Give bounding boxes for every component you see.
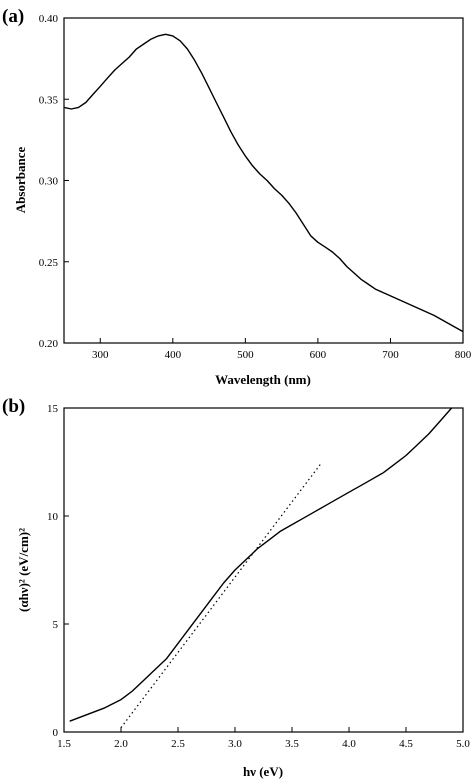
- panel-b-x-tick-label: 2.5: [171, 738, 185, 750]
- panel-b-x-tick-label: 2.0: [114, 738, 128, 750]
- panel-b-label: (b): [2, 396, 25, 417]
- panel-b-x-tick-label: 4.0: [342, 738, 356, 750]
- panel-b-fit-line: [120, 463, 321, 729]
- panel-a-y-tick-label: 0.25: [39, 257, 59, 269]
- panel-a-x-tick-label: 500: [237, 349, 254, 361]
- panel-b-plot-frame: [63, 407, 464, 733]
- panel-a-y-tick-label: 0.30: [39, 176, 59, 188]
- panel-a: (a) 300 400 500 600 700 800 0.200.250.300.350…: [2, 6, 472, 387]
- panel-a-x-ticks: 300 400 500 600 700 800: [92, 338, 472, 361]
- panel-b-y-tick-label: 15: [47, 403, 59, 415]
- panel-a-y-tick-label: 0.20: [39, 338, 59, 350]
- panel-a-plot-frame: [63, 17, 464, 344]
- panel-b-x-tick-label: 5.0: [456, 738, 470, 750]
- panel-b-y-tick-label: 5: [53, 619, 59, 631]
- panel-a-y-axis-label: Absorbance: [13, 147, 28, 214]
- panel-b-x-axis-label: hν (eV): [243, 764, 283, 779]
- panel-b-x-tick-label: 3.5: [285, 738, 299, 750]
- panel-b-x-ticks: 1.5 2.0 2.5 3.0 3.5 4.0 4.5 5.0: [57, 727, 470, 750]
- panel-b-y-tick-label: 0: [53, 727, 59, 739]
- panel-b-x-tick-label: 4.5: [399, 738, 413, 750]
- panel-a-x-tick-label: 400: [165, 349, 182, 361]
- panel-b-data-line: [69, 407, 453, 722]
- panel-a-x-tick-label: 600: [310, 349, 327, 361]
- panel-b-x-tick-label: 3.0: [228, 738, 242, 750]
- panel-b-y-axis-label: (αhν)² (eV/cm)²: [16, 528, 31, 612]
- panel-b: (b) 1.5 2.0 2.5 3.0 3.5 4.0 4.5 5.0 0 5 10 15 hν (…: [2, 396, 470, 779]
- panel-a-x-tick-label: 700: [382, 349, 399, 361]
- panel-a-x-tick-label: 800: [455, 349, 472, 361]
- panel-a-series: [63, 33, 464, 333]
- panel-a-data-line: [63, 33, 464, 333]
- panel-a-y-tick-label: 0.35: [39, 94, 59, 106]
- panel-a-x-tick-label: 300: [92, 349, 109, 361]
- panel-a-y-tick-label: 0.40: [39, 13, 59, 25]
- panel-b-y-ticks: 0 5 10 15: [47, 403, 69, 739]
- panel-a-label: (a): [2, 6, 24, 27]
- panel-b-series: [69, 407, 453, 729]
- panel-b-x-tick-label: 1.5: [57, 738, 71, 750]
- panel-a-x-axis-label: Wavelength (nm): [215, 372, 311, 387]
- panel-b-y-tick-label: 10: [47, 511, 59, 523]
- panel-a-y-ticks: 0.20 0.25 0.30 0.35 0.40: [39, 13, 69, 350]
